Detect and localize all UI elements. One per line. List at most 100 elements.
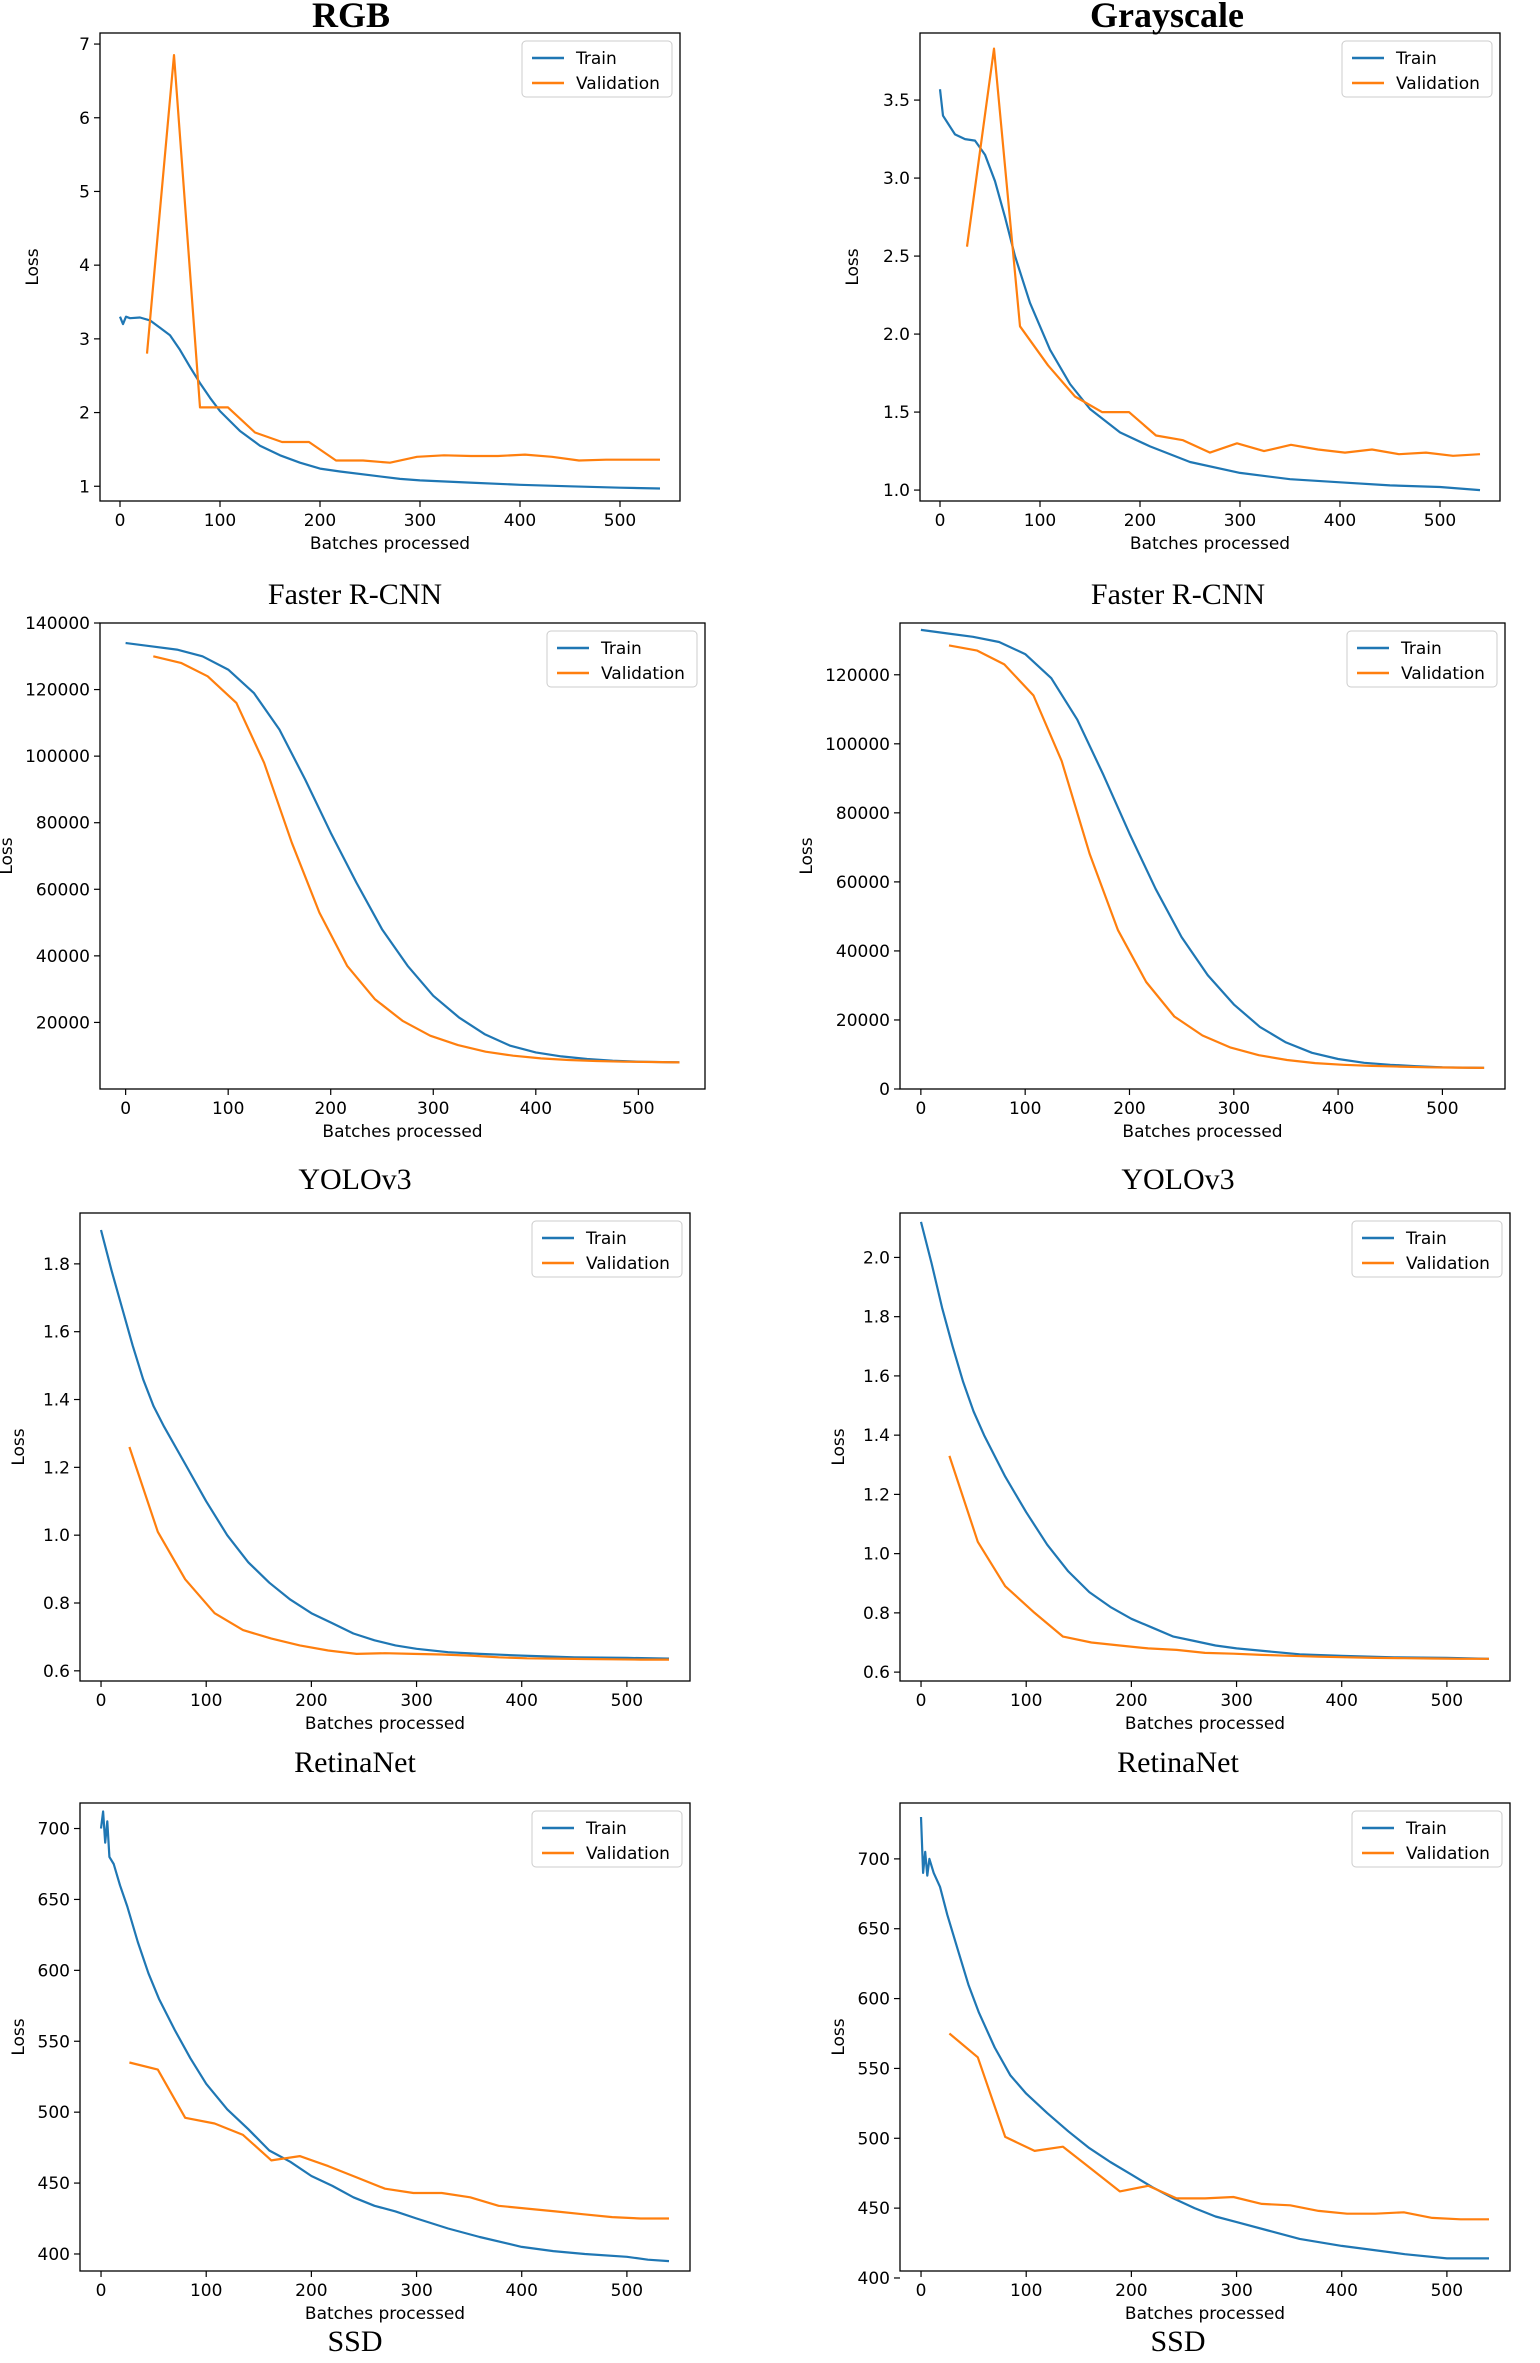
y-tick-label: 1.4 <box>863 1426 890 1446</box>
legend-label-validation: Validation <box>586 1254 670 1274</box>
plot-frame <box>79 1802 691 2272</box>
x-tick-label: 400 <box>1325 1691 1357 1711</box>
x-tick-label: 200 <box>1115 2281 1147 2301</box>
chart-ssd-rgb: 0 100 200 300 400 500 400 450 500 550 600 650 700 Bat… <box>9 1802 691 2324</box>
x-axis-label: Batches processed <box>322 1122 482 1142</box>
series-line-train <box>919 1816 1489 2260</box>
series-line-train <box>938 89 1481 492</box>
y-tick-label: 550 <box>38 2032 70 2052</box>
plot-frame <box>79 1212 691 1682</box>
legend-label-train: Train <box>600 639 642 659</box>
y-tick-label: 6 <box>79 109 90 129</box>
y-tick-label: 1.0 <box>883 481 910 501</box>
y-tick-label: 4 <box>79 256 90 276</box>
x-tick-label: 400 <box>505 1691 537 1711</box>
x-tick-label: 100 <box>190 2281 222 2301</box>
x-axis-label: Batches processed <box>1130 534 1290 554</box>
x-tick-label: 500 <box>622 1099 654 1119</box>
y-tick-label: 2 <box>79 404 90 424</box>
y-axis-label: Loss <box>0 837 17 874</box>
x-tick-label: 200 <box>295 1691 327 1711</box>
y-tick-label: 0 <box>879 1080 890 1100</box>
y-tick-label: 1.0 <box>43 1526 70 1546</box>
series-line-validation <box>965 47 1481 457</box>
x-tick-label: 500 <box>1426 1099 1458 1119</box>
x-axis-label: Batches processed <box>1122 1122 1282 1142</box>
y-tick-label: 1.8 <box>863 1308 890 1328</box>
y-tick-label: 0.8 <box>43 1594 70 1614</box>
x-tick-label: 400 <box>505 2281 537 2301</box>
x-tick-label: 0 <box>115 511 126 531</box>
y-tick-label: 7 <box>79 35 90 55</box>
y-tick-label: 1.6 <box>863 1367 890 1387</box>
plot-frame <box>899 622 1506 1090</box>
legend-label-train: Train <box>1400 639 1442 659</box>
y-axis-label: Loss <box>829 1428 849 1465</box>
y-tick-label: 450 <box>858 2199 890 2219</box>
legend-label-train: Train <box>575 49 617 69</box>
y-tick-label: 400 <box>38 2245 70 2265</box>
x-tick-label: 500 <box>1431 2281 1463 2301</box>
x-tick-label: 100 <box>204 511 236 531</box>
x-tick-label: 500 <box>604 511 636 531</box>
plot-frame <box>899 1212 1511 1682</box>
legend-label-validation: Validation <box>601 664 685 684</box>
y-tick-label: 400 <box>858 2269 890 2289</box>
plot-frame <box>99 622 706 1090</box>
series-line-train <box>919 1221 1490 1660</box>
y-axis-label: Loss <box>843 248 863 285</box>
x-axis-label: Batches processed <box>1125 2304 1285 2324</box>
legend-label-train: Train <box>585 1819 627 1839</box>
legend-label-validation: Validation <box>586 1844 670 1864</box>
chart-yolov3-rgb: 0 100 200 300 400 500 20000 40000 60000 80000 1000… <box>0 614 706 1142</box>
column-heading-rgb: RGB <box>312 0 391 35</box>
y-tick-label: 600 <box>858 1990 890 2010</box>
x-tick-label: 300 <box>1224 511 1256 531</box>
legend-label-validation: Validation <box>1401 664 1485 684</box>
y-tick-label: 0.6 <box>43 1662 70 1682</box>
legend-label-train: Train <box>585 1229 627 1249</box>
x-axis-label: Batches processed <box>1125 1714 1285 1734</box>
y-tick-label: 2.0 <box>883 325 910 345</box>
x-tick-label: 0 <box>120 1099 131 1119</box>
y-tick-label: 550 <box>858 2059 890 2079</box>
series-line-train <box>99 1229 670 1660</box>
x-tick-label: 400 <box>1322 1099 1354 1119</box>
y-tick-label: 60000 <box>836 873 890 893</box>
x-tick-label: 100 <box>212 1099 244 1119</box>
series-line-train <box>125 641 680 1064</box>
y-tick-label: 1 <box>79 477 90 497</box>
plot-frame <box>919 32 1501 502</box>
x-tick-label: 100 <box>1010 1691 1042 1711</box>
y-tick-label: 20000 <box>836 1011 890 1031</box>
x-tick-label: 300 <box>1218 1099 1250 1119</box>
y-tick-label: 600 <box>38 1961 70 1981</box>
x-tick-label: 0 <box>96 1691 107 1711</box>
series-line-train <box>99 1810 670 2263</box>
y-tick-label: 100000 <box>25 747 90 767</box>
y-tick-label: 20000 <box>36 1013 90 1033</box>
caption-yolov3-rgb: YOLOv3 <box>298 1163 412 1196</box>
x-tick-label: 0 <box>916 2281 927 2301</box>
x-tick-label: 500 <box>1431 1691 1463 1711</box>
legend-label-validation: Validation <box>576 74 660 94</box>
y-tick-label: 650 <box>858 1920 890 1940</box>
series-line-train <box>920 628 1485 1069</box>
x-tick-label: 200 <box>314 1099 346 1119</box>
caption-ssd-grayscale: SSD <box>1150 2325 1206 2358</box>
x-tick-label: 200 <box>295 2281 327 2301</box>
x-tick-label: 300 <box>1220 1691 1252 1711</box>
x-tick-label: 400 <box>1325 2281 1357 2301</box>
legend-label-validation: Validation <box>1406 1254 1490 1274</box>
y-tick-label: 80000 <box>36 814 90 834</box>
x-tick-label: 300 <box>400 1691 432 1711</box>
legend-label-train: Train <box>1395 49 1437 69</box>
legend-label-train: Train <box>1405 1229 1447 1249</box>
series-line-validation <box>145 54 660 464</box>
y-tick-label: 0.6 <box>863 1663 890 1683</box>
caption-retinanet-grayscale: RetinaNet <box>1117 1746 1239 1779</box>
y-tick-label: 2.0 <box>863 1248 890 1268</box>
column-heading-grayscale: Grayscale <box>1090 0 1244 35</box>
x-tick-label: 0 <box>96 2281 107 2301</box>
y-tick-label: 650 <box>38 1890 70 1910</box>
